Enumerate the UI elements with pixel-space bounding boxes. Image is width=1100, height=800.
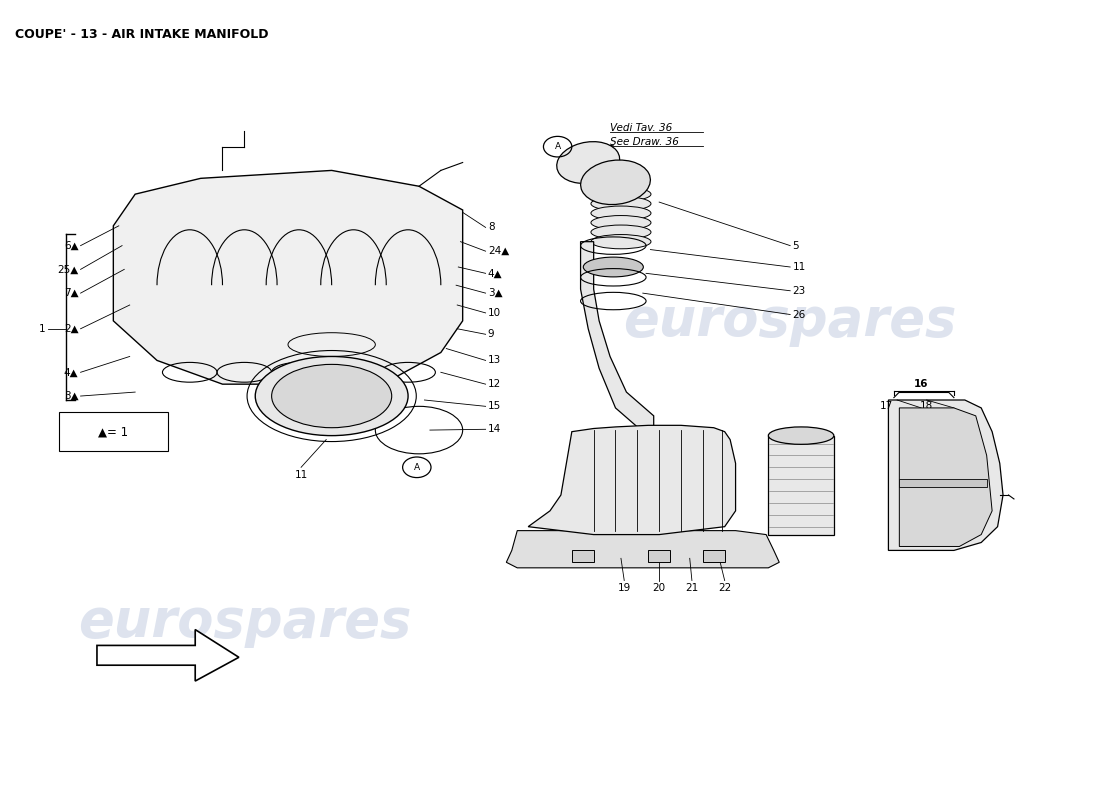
Ellipse shape [591,206,651,220]
Text: See Draw. 36: See Draw. 36 [610,137,679,147]
Polygon shape [572,550,594,562]
Polygon shape [97,630,239,681]
Polygon shape [581,242,653,432]
Text: 5: 5 [792,241,799,250]
Text: 11: 11 [295,470,308,480]
Text: 23: 23 [792,286,805,296]
Text: 8: 8 [487,222,494,233]
Polygon shape [900,479,987,487]
Ellipse shape [581,160,650,205]
Polygon shape [506,530,779,568]
Polygon shape [528,426,736,534]
Polygon shape [900,408,992,546]
Text: 22: 22 [718,583,732,594]
Text: 7▲: 7▲ [64,288,78,298]
Polygon shape [113,170,463,384]
Text: 2▲: 2▲ [64,324,78,334]
Text: 17: 17 [880,401,893,410]
Text: A: A [414,462,420,472]
Ellipse shape [768,427,834,444]
Text: 21: 21 [685,583,698,594]
Ellipse shape [583,257,643,277]
Text: 3▲: 3▲ [487,288,503,298]
Text: 9: 9 [487,330,494,339]
Text: 19: 19 [617,583,631,594]
Text: 14: 14 [487,424,500,434]
Text: 20: 20 [652,583,666,594]
Text: 4▲: 4▲ [487,268,503,278]
Text: 3▲: 3▲ [64,391,78,401]
Text: 18: 18 [920,401,933,410]
Text: 26: 26 [792,310,805,319]
Text: 13: 13 [487,355,500,366]
Text: COUPE' - 13 - AIR INTAKE MANIFOLD: COUPE' - 13 - AIR INTAKE MANIFOLD [15,28,268,41]
Text: 12: 12 [487,379,500,389]
Text: 11: 11 [792,262,805,272]
FancyBboxPatch shape [58,412,168,451]
Polygon shape [703,550,725,562]
Text: 16: 16 [914,379,928,389]
Ellipse shape [591,225,651,239]
Text: A: A [554,142,561,151]
Ellipse shape [591,234,651,249]
Text: 4▲: 4▲ [64,367,78,378]
Text: 6▲: 6▲ [64,241,78,250]
Polygon shape [648,550,670,562]
Text: eurospares: eurospares [624,295,957,347]
Text: ▲= 1: ▲= 1 [98,425,129,438]
Ellipse shape [591,197,651,210]
Text: 10: 10 [487,308,500,318]
Polygon shape [768,436,834,534]
Ellipse shape [272,364,392,428]
Polygon shape [889,400,1003,550]
Text: eurospares: eurospares [78,596,411,648]
Ellipse shape [557,142,619,183]
Ellipse shape [591,187,651,202]
Text: 15: 15 [487,402,500,411]
Text: 1: 1 [39,324,45,334]
Text: Vedi Tav. 36: Vedi Tav. 36 [610,123,672,134]
Ellipse shape [591,215,651,230]
Ellipse shape [255,357,408,436]
Text: 24▲: 24▲ [487,246,509,256]
Text: 25▲: 25▲ [57,264,78,274]
